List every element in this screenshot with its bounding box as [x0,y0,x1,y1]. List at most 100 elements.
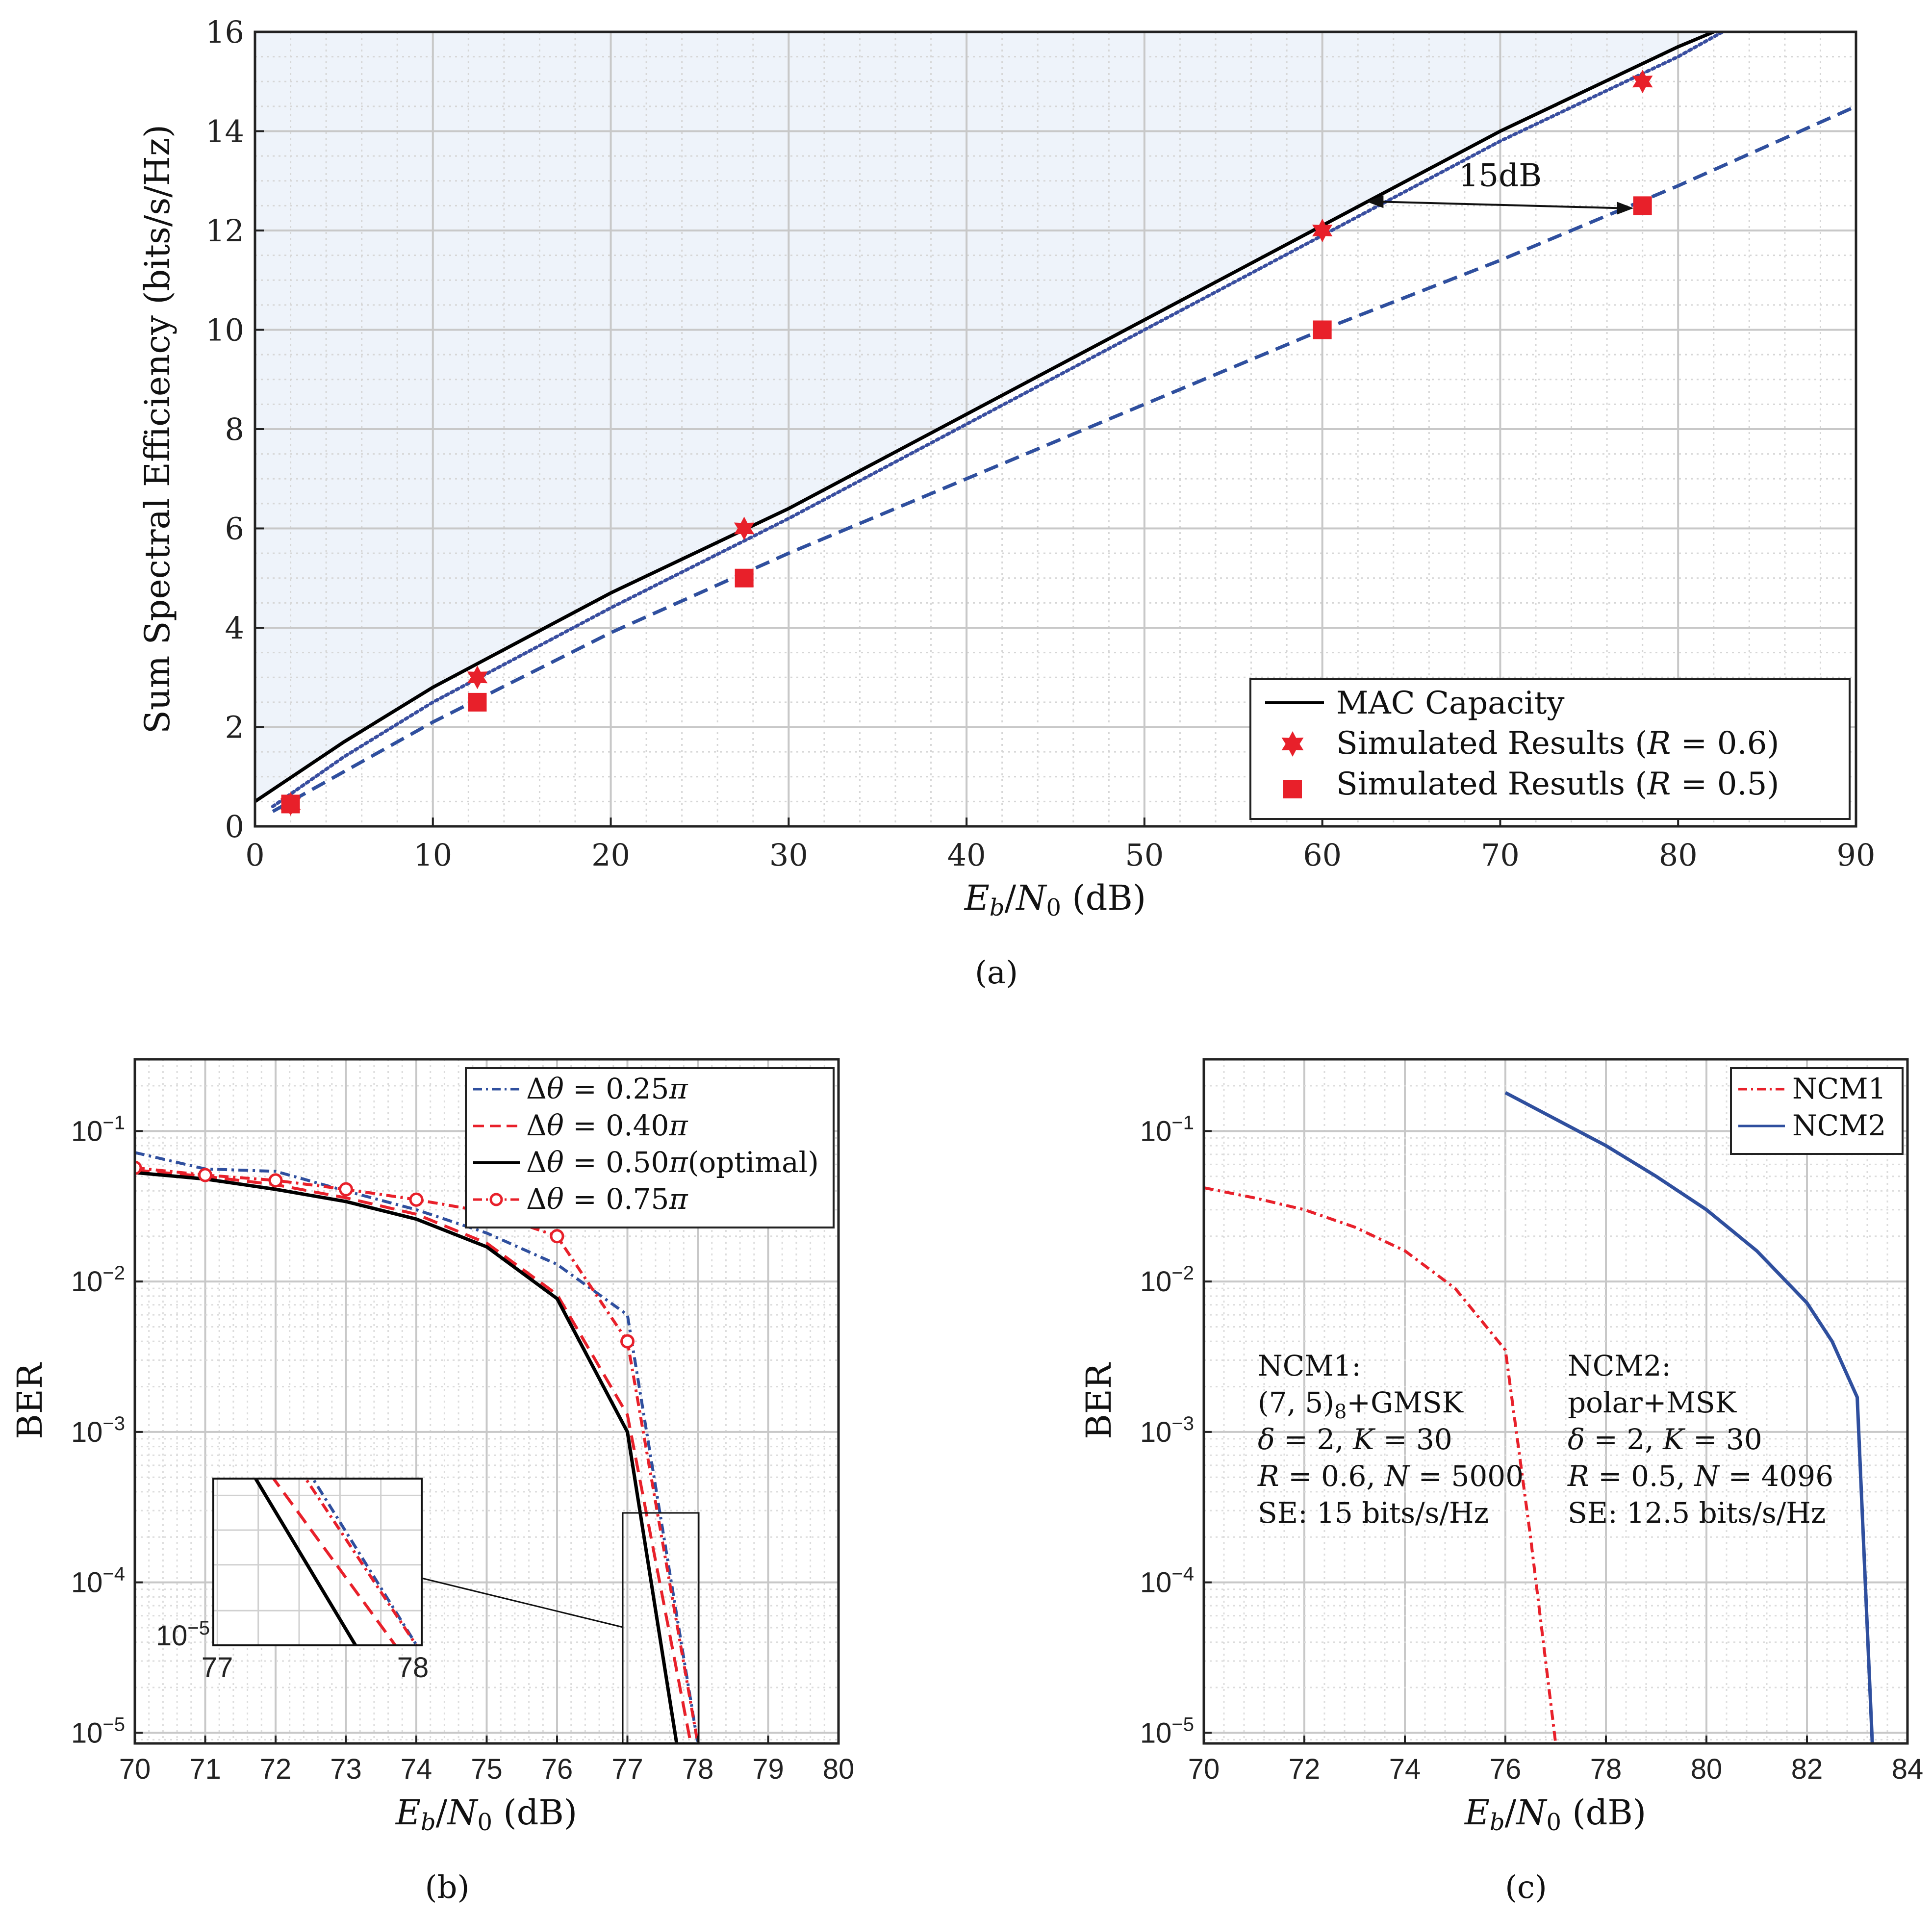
marker-star [734,516,755,540]
y-tick-label: 10−5 [71,1713,125,1749]
inset-xtick-77: 77 [202,1652,233,1684]
inset-series-0 [311,1479,419,1645]
legend-sim-r06: Simulated Results (R = 0.6) [1336,725,1779,762]
gap-annotation-label: 15dB [1459,157,1542,194]
achievable-region-shade [255,32,1714,802]
marker-circle [268,1173,283,1188]
svg-text:SE: 12.5 bits/s/Hz: SE: 12.5 bits/s/Hz [1568,1496,1826,1530]
chart-c: 70 72 74 76 78 80 82 84 10−5 10−4 10−3 10−2 10−1 NCM… [1079,1058,1924,1906]
x-tick-label: 77 [611,1753,643,1785]
x-tick-label: 80 [1659,837,1698,873]
svg-text:R = 0.5, N = 4096: R = 0.5, N = 4096 [1567,1459,1833,1493]
inset-series-3 [304,1479,418,1645]
x-tick-label: 75 [471,1753,503,1785]
chart-a-grid [254,31,1857,827]
y-tick-label: 16 [205,14,244,50]
marker-square [1633,196,1652,215]
x-tick-label: 78 [1590,1753,1622,1785]
chart-b-legend: Δθ = 0.25π Δθ = 0.40π Δθ = 0.50π(optimal… [465,1067,835,1228]
series-line-b-2 [135,1171,679,1743]
x-tick-label: 76 [1490,1753,1522,1785]
marker-square [735,568,754,588]
x-tick-label: 72 [1289,1753,1321,1785]
chart-b: 70 71 72 73 74 75 76 77 78 79 80 10−5 10−4 10−3 10−2 10… [10,1058,855,1906]
inset-ytick: 10−5 [156,1617,210,1652]
y-tick-label: 12 [205,213,244,249]
y-tick-label: 10−1 [1140,1112,1194,1147]
svg-text:δ = 2, K = 30: δ = 2, K = 30 [1258,1423,1452,1456]
x-tick-label: 76 [541,1753,573,1785]
marker-star [1312,219,1333,242]
svg-text:(7, 5)8+GMSK: (7, 5)8+GMSK [1258,1386,1464,1423]
x-tick-label: 70 [1481,837,1520,873]
x-tick-label: 70 [119,1753,151,1785]
inset-series-2 [254,1479,358,1645]
y-tick-label: 2 [225,710,244,745]
svg-text:δ = 2, K = 30: δ = 2, K = 30 [1568,1423,1762,1456]
marker-circle [409,1192,424,1207]
y-tick-label: 14 [205,114,244,150]
x-tick-label: 40 [947,837,986,873]
gap-annotation: 15dB [1367,157,1634,215]
x-tick-label: 90 [1837,837,1876,873]
legend-ncm1: NCM1 [1792,1072,1886,1105]
chart-a: 0 10 20 30 40 50 60 70 80 90 0 2 4 6 8 10 12 14 16 15dB MA… [137,14,1875,991]
legend-dtheta-025: Δθ = 0.25π [526,1072,688,1105]
y-tick-label: 6 [225,511,244,547]
x-tick-label: 74 [401,1753,432,1785]
series-line-b-1 [135,1169,692,1743]
series-line-a-1 [271,32,1725,808]
marker-square [1313,320,1332,339]
legend-sim-r05: Simulated Resutls (R = 0.5) [1336,766,1779,802]
marker-circle [198,1168,212,1182]
x-tick-label: 78 [682,1753,714,1785]
marker-star [467,665,488,690]
x-tick-label: 80 [1691,1753,1723,1785]
marker-square [281,794,300,814]
legend-dtheta-050: Δθ = 0.50π(optimal) [526,1146,819,1179]
inset-marker-circle [216,1346,228,1357]
inset-xtick-78: 78 [397,1652,429,1684]
y-tick-label: 10−4 [71,1563,125,1599]
chart-a-legend: MAC Capacity Simulated Results (R = 0.6)… [1249,678,1851,820]
x-tick-label: 71 [189,1753,221,1785]
y-tick-label: 8 [225,411,244,447]
x-tick-label: 79 [752,1753,784,1785]
ncm1-annotation: NCM1: (7, 5)8+GMSK δ = 2, K = 30 R = 0.6… [1257,1349,1524,1530]
marker-circle [550,1229,564,1244]
legend-mac-capacity: MAC Capacity [1336,685,1565,721]
chart-c-ylabel: BER [1079,1362,1119,1439]
x-tick-label: 60 [1303,837,1342,873]
y-tick-label: 10−4 [1140,1563,1194,1599]
y-tick-label: 10−2 [1140,1262,1194,1298]
series-line-a-2 [272,104,1856,813]
marker-square [468,692,487,712]
x-tick-label: 72 [260,1753,292,1785]
marker-star [1632,70,1653,94]
chart-c-xlabel: Eb/N0 (dB) [1464,1792,1646,1836]
legend-dtheta-040: Δθ = 0.40π [526,1109,688,1142]
chart-b-inset: 10−5 77 78 [156,1346,700,1744]
chart-a-xlabel: Eb/N0 (dB) [964,878,1146,921]
y-tick-label: 0 [225,809,244,844]
series-line-c-1 [1504,1091,1874,1743]
x-tick-label: 80 [823,1753,855,1785]
chart-b-caption: (b) [425,1869,470,1906]
chart-b-ylabel: BER [10,1362,50,1439]
marker-circle [620,1334,635,1349]
marker-circle [339,1182,353,1197]
svg-text:SE: 15 bits/s/Hz: SE: 15 bits/s/Hz [1258,1496,1489,1530]
x-tick-label: 10 [413,837,452,873]
x-tick-label: 84 [1892,1753,1924,1785]
chart-a-caption: (a) [975,955,1018,991]
y-tick-label: 10 [205,312,244,348]
y-tick-label: 10−3 [71,1413,125,1448]
x-tick-label: 82 [1791,1753,1823,1785]
chart-a-ylabel: Sum Spectral Efficiency (bits/s/Hz) [137,125,178,734]
marker-circle [135,1160,142,1175]
chart-c-caption: (c) [1505,1869,1547,1906]
y-tick-label: 4 [225,610,244,646]
y-tick-label: 10−1 [71,1112,125,1147]
svg-text:NCM2:: NCM2: [1568,1349,1671,1382]
